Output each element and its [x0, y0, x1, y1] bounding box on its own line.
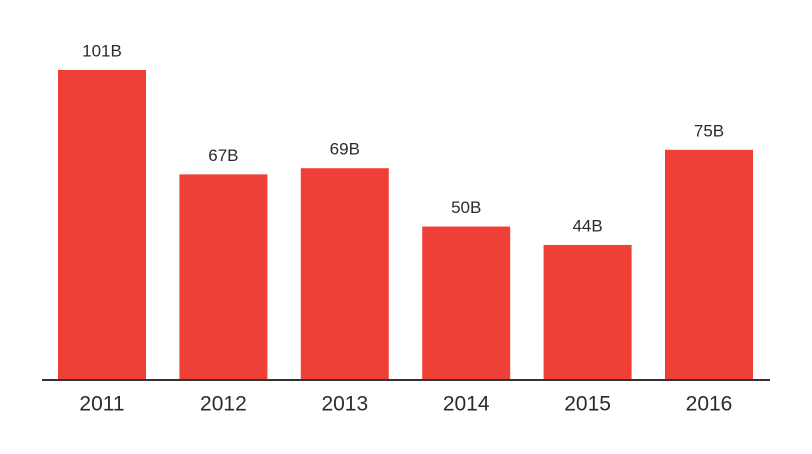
- value-label: 67B: [208, 146, 238, 165]
- value-label: 44B: [572, 216, 602, 235]
- x-tick-label: 2011: [79, 393, 124, 416]
- bar: [300, 168, 389, 380]
- x-tick-label: 2012: [200, 393, 247, 416]
- bar: [543, 244, 632, 380]
- bar: [179, 174, 268, 380]
- x-tick-label: 2016: [686, 393, 733, 416]
- bar: [58, 70, 146, 380]
- bar: [665, 149, 753, 380]
- value-label: 75B: [694, 121, 724, 140]
- x-tick-label: 2013: [321, 393, 368, 416]
- value-label: 69B: [330, 140, 360, 159]
- value-label: 101B: [82, 41, 122, 60]
- bar: [422, 226, 511, 380]
- value-label: 50B: [451, 198, 481, 217]
- x-tick-label: 2014: [443, 393, 490, 416]
- x-tick-label: 2015: [564, 393, 611, 416]
